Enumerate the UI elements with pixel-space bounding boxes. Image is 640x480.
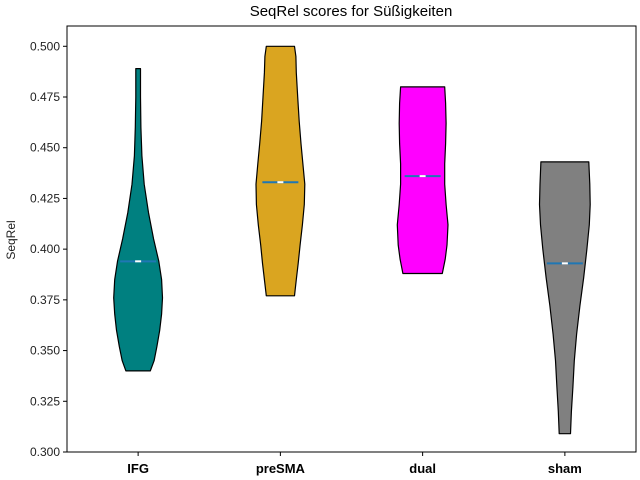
x-tick-label: sham <box>548 461 582 476</box>
y-axis: 0.300 0.325 0.350 0.375 0.400 0.425 0.450 0.475… <box>30 39 67 459</box>
violins <box>113 45 591 435</box>
violin-body <box>113 68 164 372</box>
x-tick-label: dual <box>409 461 436 476</box>
x-tick-label: preSMA <box>256 461 306 476</box>
violin-dual <box>396 86 449 275</box>
y-tick-label: 0.325 <box>30 394 60 408</box>
y-tick-label: 0.350 <box>30 344 60 358</box>
plot-frame <box>66 25 637 453</box>
y-tick-label: 0.400 <box>30 242 60 256</box>
violin-body <box>396 86 449 275</box>
chart-title: SeqRel scores for Süßigkeiten <box>250 3 453 20</box>
violin-body <box>255 45 306 297</box>
x-tick-label: IFG <box>127 461 149 476</box>
plot-area <box>66 25 637 453</box>
y-tick-label: 0.375 <box>30 293 60 307</box>
y-axis-label: SeqRel <box>4 220 18 259</box>
violin-IFG <box>113 68 164 372</box>
x-axis: IFG preSMA dual sham <box>127 452 582 476</box>
y-tick-label: 0.300 <box>30 445 60 459</box>
y-tick-label: 0.500 <box>30 39 60 53</box>
violin-body <box>538 161 591 435</box>
y-tick-label: 0.450 <box>30 141 60 155</box>
violin-sham <box>538 161 591 435</box>
violin-preSMA <box>255 45 306 297</box>
y-tick-label: 0.425 <box>30 191 60 205</box>
y-tick-label: 0.475 <box>30 90 60 104</box>
